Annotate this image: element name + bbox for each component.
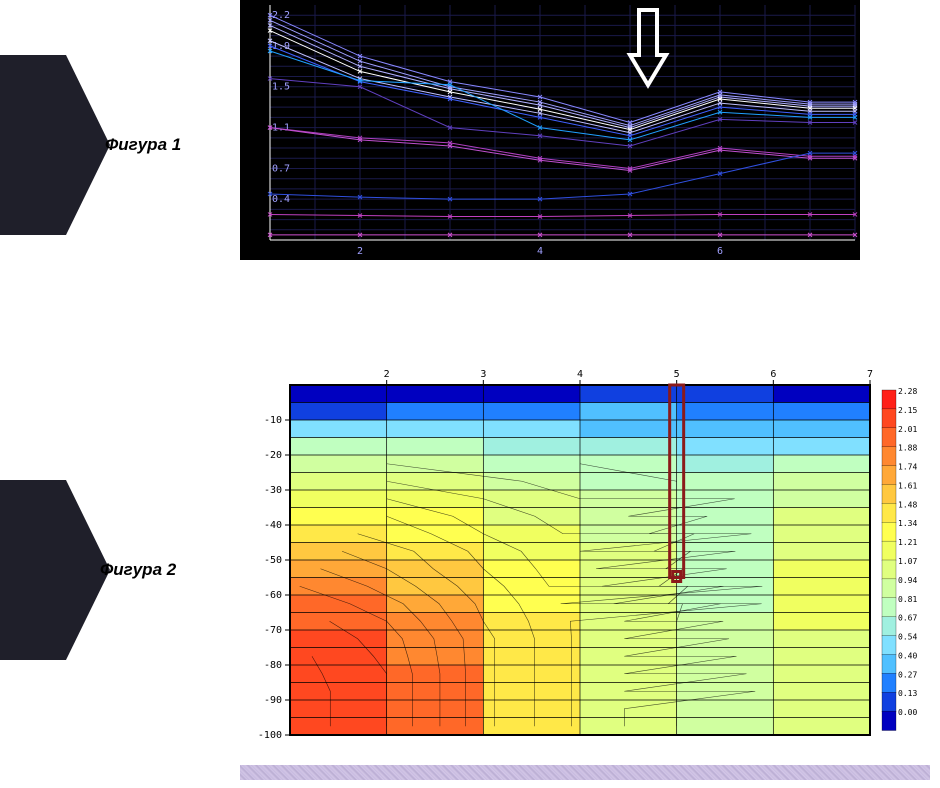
svg-text:0.13: 0.13 [898,689,917,698]
svg-text:-100: -100 [258,730,282,741]
line-chart: 2.21.91.51.10.70.4246 [240,0,860,260]
heatmap-svg: 2 3 4 5 6 7 -10 -20 -30 -40 -50 -60 -70 -80 -90 -100 2.2… [240,365,930,745]
svg-text:-20: -20 [264,450,282,461]
figure-2-label: Фигура 2 [100,560,176,580]
svg-text:2: 2 [384,369,390,380]
svg-text:-30: -30 [264,485,282,496]
svg-text:4: 4 [537,246,543,257]
svg-text:6: 6 [717,246,723,257]
svg-text:6: 6 [770,369,776,380]
svg-text:7: 7 [867,369,873,380]
pentagon-marker-1 [0,55,110,235]
svg-text:1.61: 1.61 [898,481,917,490]
svg-text:1.88: 1.88 [898,444,917,453]
svg-text:0.40: 0.40 [898,651,917,660]
svg-text:2.2: 2.2 [272,10,290,21]
svg-text:1.34: 1.34 [898,519,917,528]
svg-text:0.54: 0.54 [898,633,917,642]
svg-text:1.21: 1.21 [898,538,917,547]
svg-text:2.28: 2.28 [898,387,917,396]
figure-1-label: Фигура 1 [105,135,181,155]
svg-text:0.4: 0.4 [272,194,290,205]
contour-heatmap: 2 3 4 5 6 7 -10 -20 -30 -40 -50 -60 -70 -80 -90 -100 2.2… [240,365,930,745]
svg-text:1.48: 1.48 [898,500,917,509]
svg-text:-90: -90 [264,695,282,706]
svg-text:1.74: 1.74 [898,463,917,472]
svg-text:0.67: 0.67 [898,614,917,623]
svg-text:2.15: 2.15 [898,406,917,415]
svg-text:3: 3 [480,369,486,380]
svg-text:-70: -70 [264,625,282,636]
pentagon-marker-2 [0,480,110,660]
svg-text:0.27: 0.27 [898,670,917,679]
svg-text:2: 2 [357,246,363,257]
line-chart-svg: 2.21.91.51.10.70.4246 [240,0,860,260]
svg-text:0.7: 0.7 [272,163,290,174]
svg-text:-60: -60 [264,590,282,601]
svg-text:5: 5 [674,369,680,380]
noise-texture-bar [240,765,930,780]
svg-text:0.00: 0.00 [898,708,917,717]
svg-text:0.94: 0.94 [898,576,917,585]
svg-text:1.5: 1.5 [272,82,290,93]
svg-text:1.07: 1.07 [898,557,917,566]
svg-text:-80: -80 [264,660,282,671]
svg-text:-10: -10 [264,415,282,426]
svg-text:2.01: 2.01 [898,425,917,434]
svg-text:-40: -40 [264,520,282,531]
svg-text:4: 4 [577,369,583,380]
svg-text:0.81: 0.81 [898,595,917,604]
svg-text:-50: -50 [264,555,282,566]
